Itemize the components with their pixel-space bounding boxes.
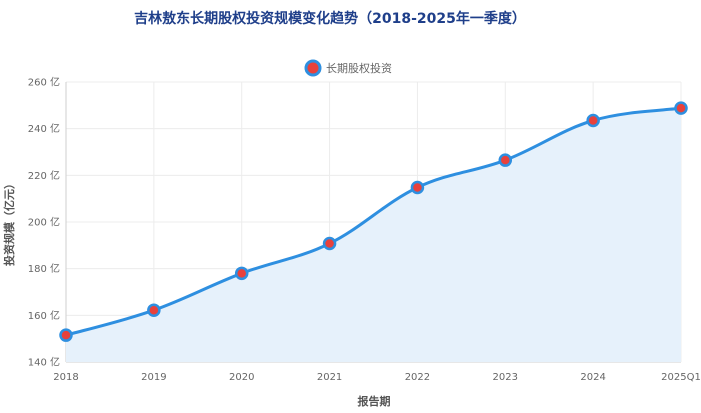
data-point-2018[interactable]: [59, 328, 73, 342]
series-line: [64, 106, 683, 337]
chart-title: 吉林敖东长期股权投资规模变化趋势（2018-2025年一季度）: [134, 10, 526, 27]
y-tick-label: 240 亿: [28, 122, 60, 135]
data-point-2019[interactable]: [147, 303, 161, 317]
x-tick-label: 2019: [141, 372, 166, 383]
point-layer: [59, 101, 688, 342]
x-axis-ticks: 2018 2019 2020 2021 2022 2023 2024 2025Q1: [53, 372, 701, 383]
legend[interactable]: 长期股权投资: [304, 59, 392, 77]
y-tick-label: 200 亿: [28, 216, 60, 229]
data-point-2024[interactable]: [586, 113, 600, 128]
y-tick-label: 260 亿: [28, 76, 60, 89]
line-layer: [64, 106, 683, 337]
x-tick-label: 2023: [493, 372, 518, 383]
y-tick-label: 180 亿: [28, 262, 60, 275]
x-tick-label: 2024: [580, 372, 605, 383]
y-tick-label: 160 亿: [28, 309, 60, 322]
legend-label: 长期股权投资: [326, 61, 392, 75]
legend-marker: [304, 59, 322, 77]
y-tick-label: 140 亿: [28, 356, 60, 369]
x-axis-title: 报告期: [358, 394, 391, 408]
x-tick-label: 2018: [53, 372, 78, 383]
data-point-2020[interactable]: [234, 266, 249, 281]
x-tick-label: 2020: [229, 372, 254, 383]
y-axis-ticks: 140 亿 160 亿 180 亿 200 亿 220 亿 240 亿 260 亿: [28, 76, 60, 369]
series-area: [66, 108, 681, 362]
x-tick-label: 2025Q1: [661, 372, 701, 383]
data-point-2022[interactable]: [410, 180, 425, 195]
y-tick-label: 220 亿: [28, 169, 60, 182]
x-tick-label: 2022: [405, 372, 430, 383]
data-point-2021[interactable]: [322, 236, 337, 251]
x-tick-label: 2021: [317, 372, 342, 383]
data-point-2025q1[interactable]: [674, 101, 688, 115]
y-axis-title: 投资规模（亿元）: [2, 178, 16, 266]
data-point-2023[interactable]: [498, 153, 513, 167]
area-layer: [66, 108, 681, 362]
